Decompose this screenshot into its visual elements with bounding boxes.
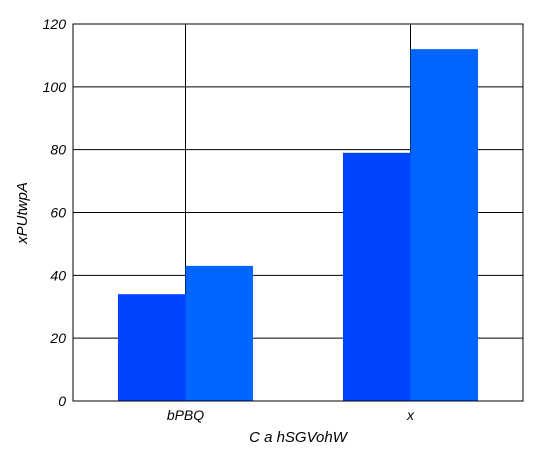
bar-series-2-bPBQ [185, 265, 253, 401]
y-tick-labels: 0 20 40 60 80 100 120 [43, 16, 67, 409]
x-tick-label: bPBQ [167, 407, 204, 423]
bars [118, 49, 478, 402]
x-tick-label: x [406, 407, 415, 423]
bar-series-2-x [410, 49, 478, 402]
x-tick-labels: bPBQ x [167, 407, 415, 423]
y-tick-label: 120 [43, 16, 67, 32]
y-tick-label: 80 [50, 142, 66, 158]
y-tick-label: 0 [58, 393, 66, 409]
bar-series-1-bPBQ [118, 294, 186, 401]
bar-series-1-x [343, 152, 411, 401]
plot-frame [72, 23, 524, 402]
y-axis-title: xPUtwpA [14, 182, 31, 245]
y-tick-label: 60 [50, 205, 66, 221]
y-tick-label: 100 [43, 79, 67, 95]
y-tick-label: 20 [49, 330, 66, 346]
x-axis-title: C a hSGVohW [249, 429, 349, 446]
y-tick-label: 40 [50, 267, 66, 283]
